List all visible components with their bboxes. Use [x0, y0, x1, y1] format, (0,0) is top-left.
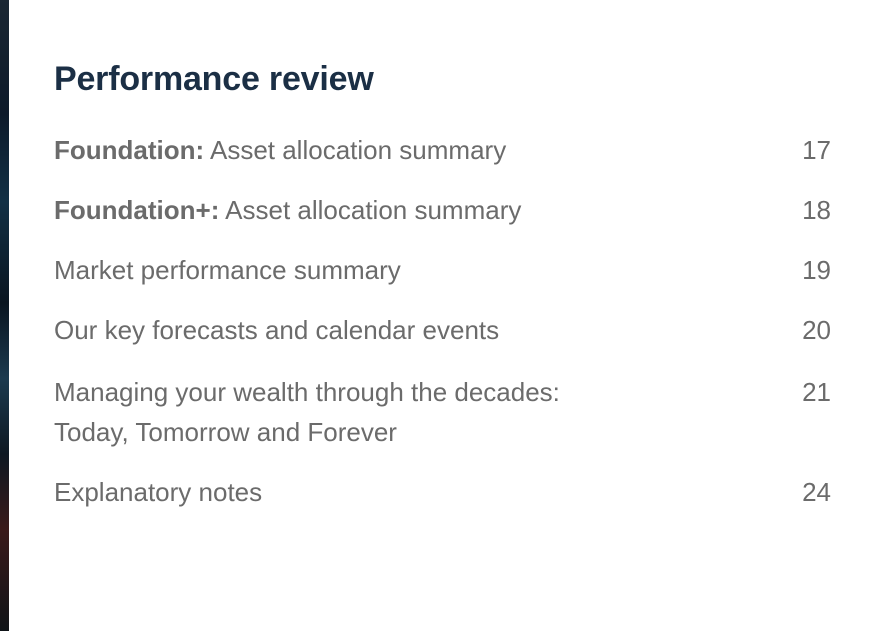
toc-item-bold-prefix: Foundation+: — [54, 195, 220, 225]
toc-item-title: Foundation+: Asset allocation summary — [54, 190, 694, 230]
toc-item-text: Our key forecasts and calendar events — [54, 315, 500, 345]
toc-item-explanatory-notes[interactable]: Explanatory notes 24 — [54, 472, 831, 512]
toc-page-number: 17 — [802, 135, 831, 165]
section-title: Performance review — [54, 60, 374, 98]
toc-item-market-performance[interactable]: Market performance summary 19 — [54, 250, 831, 290]
toc-item-foundation[interactable]: Foundation: Asset allocation summary 17 — [54, 130, 831, 170]
toc-item-foundation-plus[interactable]: Foundation+: Asset allocation summary 18 — [54, 190, 831, 230]
toc-item-text: Asset allocation summary — [204, 135, 507, 165]
toc-item-text: Market performance summary — [54, 255, 401, 285]
toc-page-number: 18 — [802, 195, 831, 225]
toc-item-title: Foundation: Asset allocation summary — [54, 130, 694, 170]
toc-item-bold-prefix: Foundation: — [54, 135, 205, 165]
toc-item-text-line-2: Today, Tomorrow and Forever — [54, 417, 397, 447]
toc-item-key-forecasts[interactable]: Our key forecasts and calendar events 20 — [54, 310, 831, 350]
toc-page-number: 21 — [802, 377, 831, 407]
toc-page-number: 24 — [802, 477, 831, 507]
toc-page-number: 19 — [802, 255, 831, 285]
toc-item-managing-wealth[interactable]: Managing your wealth through the decades… — [54, 372, 831, 452]
toc-item-text: Managing your wealth through the decades… — [54, 377, 560, 407]
toc-item-text: Asset allocation summary — [219, 195, 522, 225]
toc-item-text: Explanatory notes — [54, 477, 263, 507]
toc-page-number: 20 — [802, 315, 831, 345]
left-edge-decoration — [0, 0, 9, 631]
